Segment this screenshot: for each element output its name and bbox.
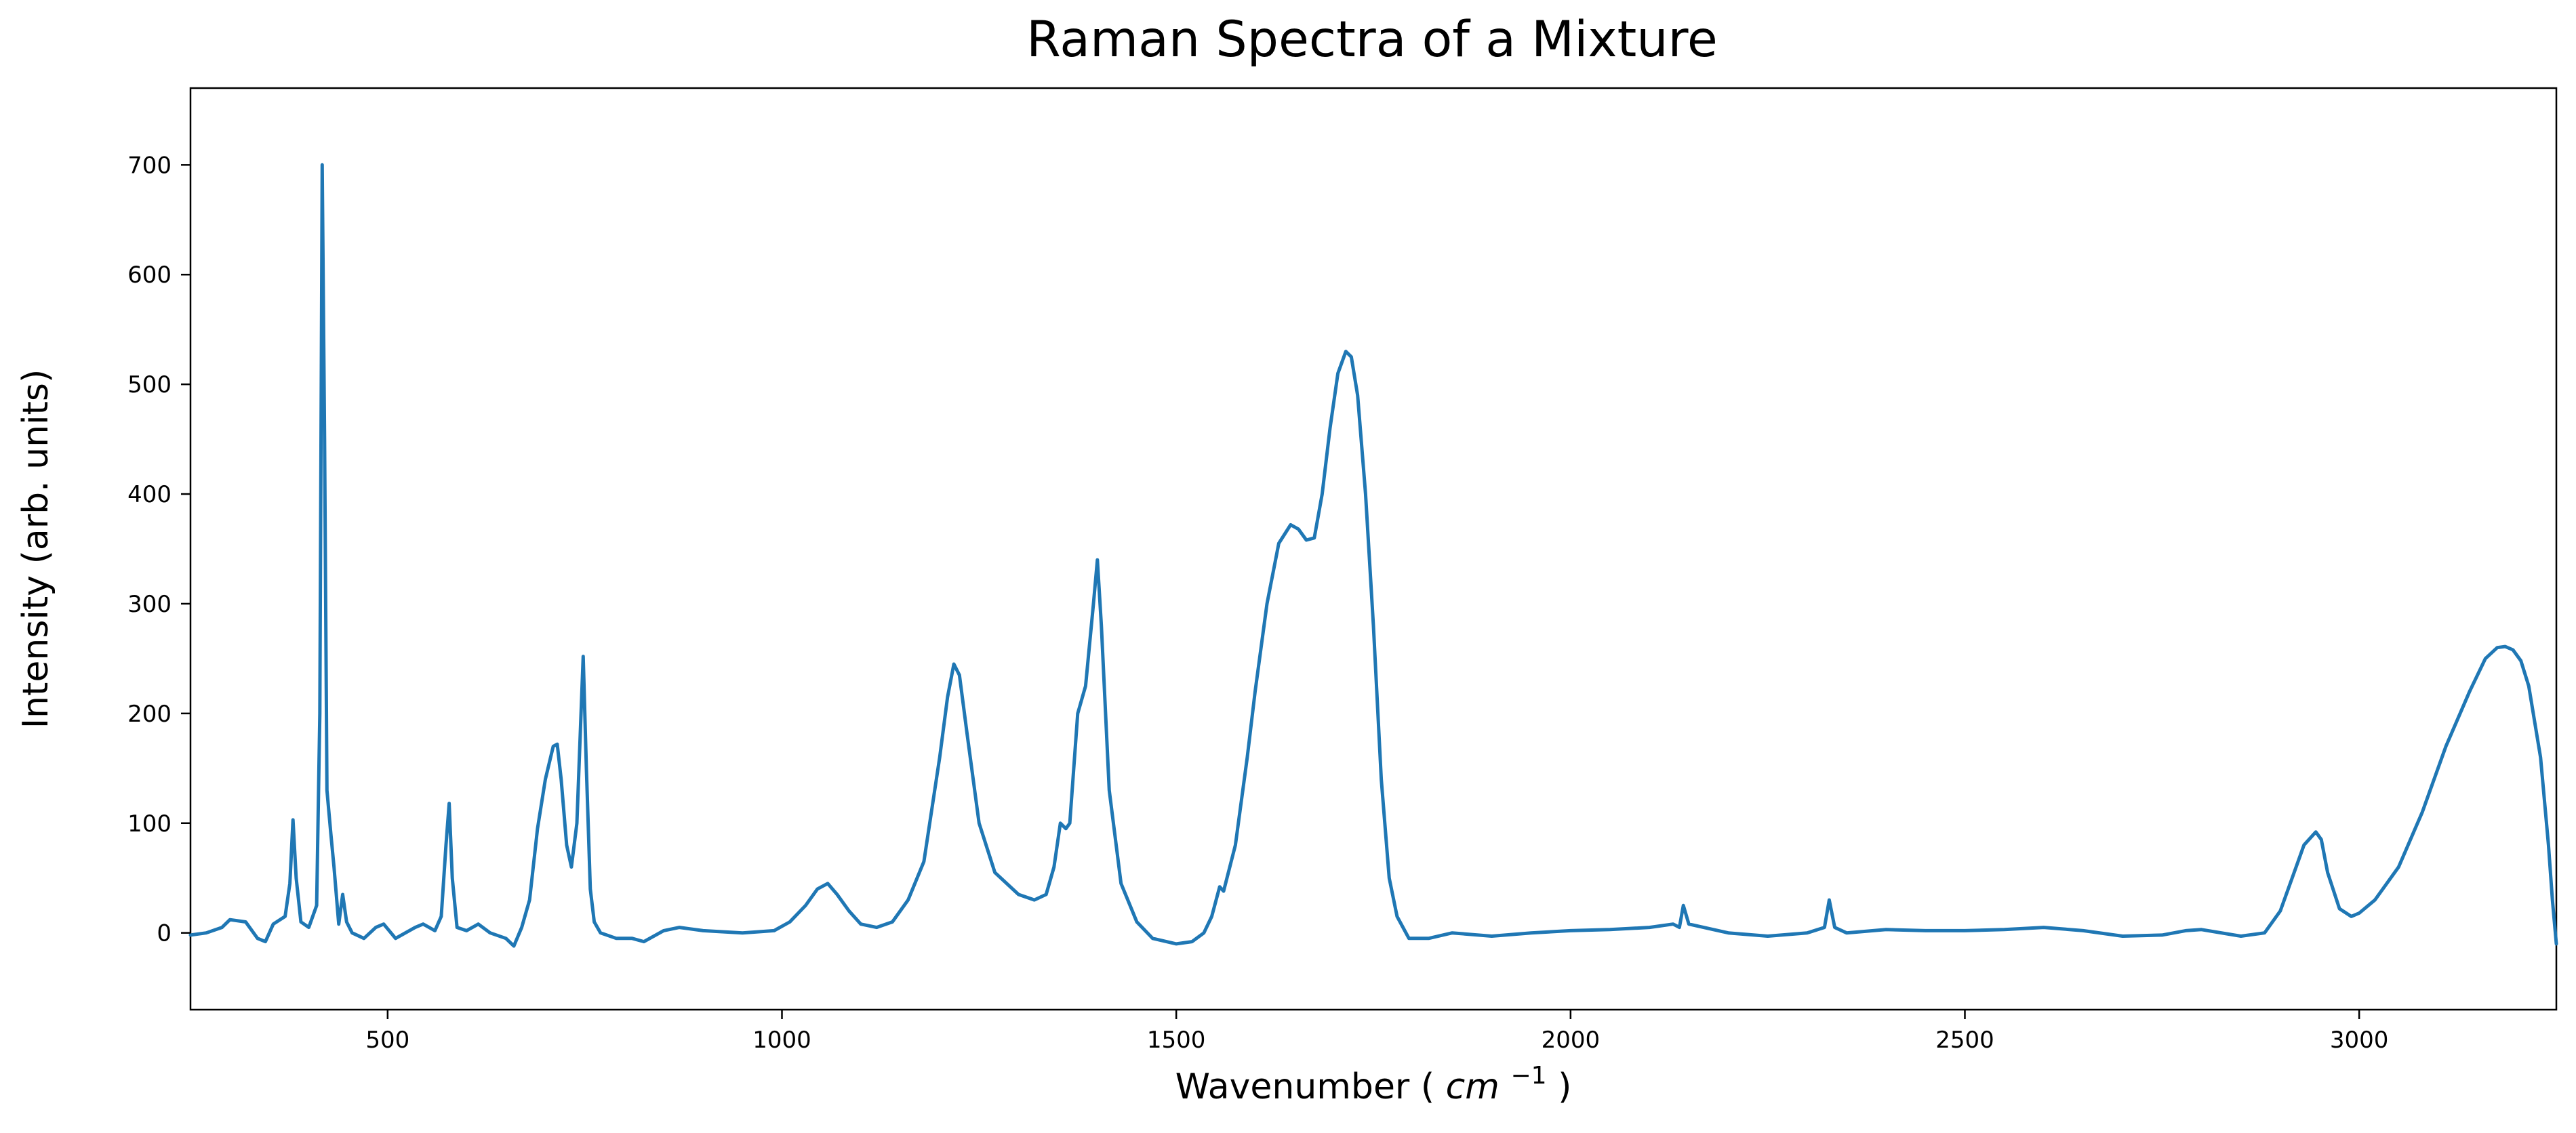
x-tick-label: 2000: [1542, 1027, 1601, 1054]
y-axis-title: Intensity (arb. units): [16, 369, 56, 729]
y-tick-label: 100: [127, 810, 172, 838]
y-tick-label: 200: [127, 701, 172, 728]
y-tick-label: 500: [127, 371, 172, 398]
x-axis-title: Wavenumber ( cm −1 ): [1175, 1052, 1572, 1107]
series-line-raman-spectrum: [188, 163, 2558, 948]
x-tick-label: 1000: [752, 1027, 811, 1054]
y-tick-label: 0: [157, 920, 172, 947]
x-tick-label: 3000: [2330, 1027, 2389, 1054]
y-tick-label: 300: [127, 591, 172, 618]
x-tick-label: 500: [365, 1027, 409, 1054]
x-axis: 500 1000 1500 2000 2500 3000: [365, 1010, 2388, 1054]
x-axis-title-close-paren: ): [1558, 1067, 1571, 1107]
x-tick-label: 1500: [1147, 1027, 1206, 1054]
x-axis-title-label: Wavenumber: [1175, 1067, 1410, 1107]
y-tick-label: 700: [127, 152, 172, 179]
x-axis-title-open-paren: (: [1421, 1067, 1434, 1107]
y-axis: 0 100 200 300 400 500 600 700: [127, 152, 190, 947]
plot-area: [188, 87, 2558, 1011]
x-axis-title-unit: cm: [1446, 1067, 1500, 1107]
x-axis-title-unit-exponent: −1: [1510, 1062, 1546, 1090]
chart-title: Raman Spectra of a Mixture: [1026, 11, 1718, 68]
x-tick-label: 2500: [1935, 1027, 1994, 1054]
y-tick-label: 600: [127, 262, 172, 289]
y-tick-label: 400: [127, 481, 172, 508]
plot-frame: [189, 87, 2558, 1011]
data-points-layer: [189, 163, 2558, 947]
